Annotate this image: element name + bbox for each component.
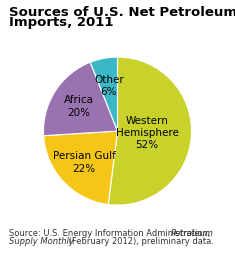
Text: (February 2012), preliminary data.: (February 2012), preliminary data. [66,237,214,246]
Text: Source: U.S. Energy Information Administration,: Source: U.S. Energy Information Administ… [9,230,214,238]
Wedge shape [108,57,192,205]
Wedge shape [43,62,118,136]
Text: Other
6%: Other 6% [94,75,124,97]
Text: Persian Gulf
22%: Persian Gulf 22% [53,151,115,174]
Text: Western
Hemisphere
52%: Western Hemisphere 52% [116,116,179,150]
Text: Supply Monthly: Supply Monthly [9,237,74,246]
Wedge shape [90,57,118,131]
Text: Africa
20%: Africa 20% [64,95,94,118]
Text: Sources of U.S. Net Petroleum: Sources of U.S. Net Petroleum [9,6,235,20]
Text: Petroleum: Petroleum [170,230,213,238]
Wedge shape [44,131,118,205]
Text: Imports, 2011: Imports, 2011 [9,16,114,29]
